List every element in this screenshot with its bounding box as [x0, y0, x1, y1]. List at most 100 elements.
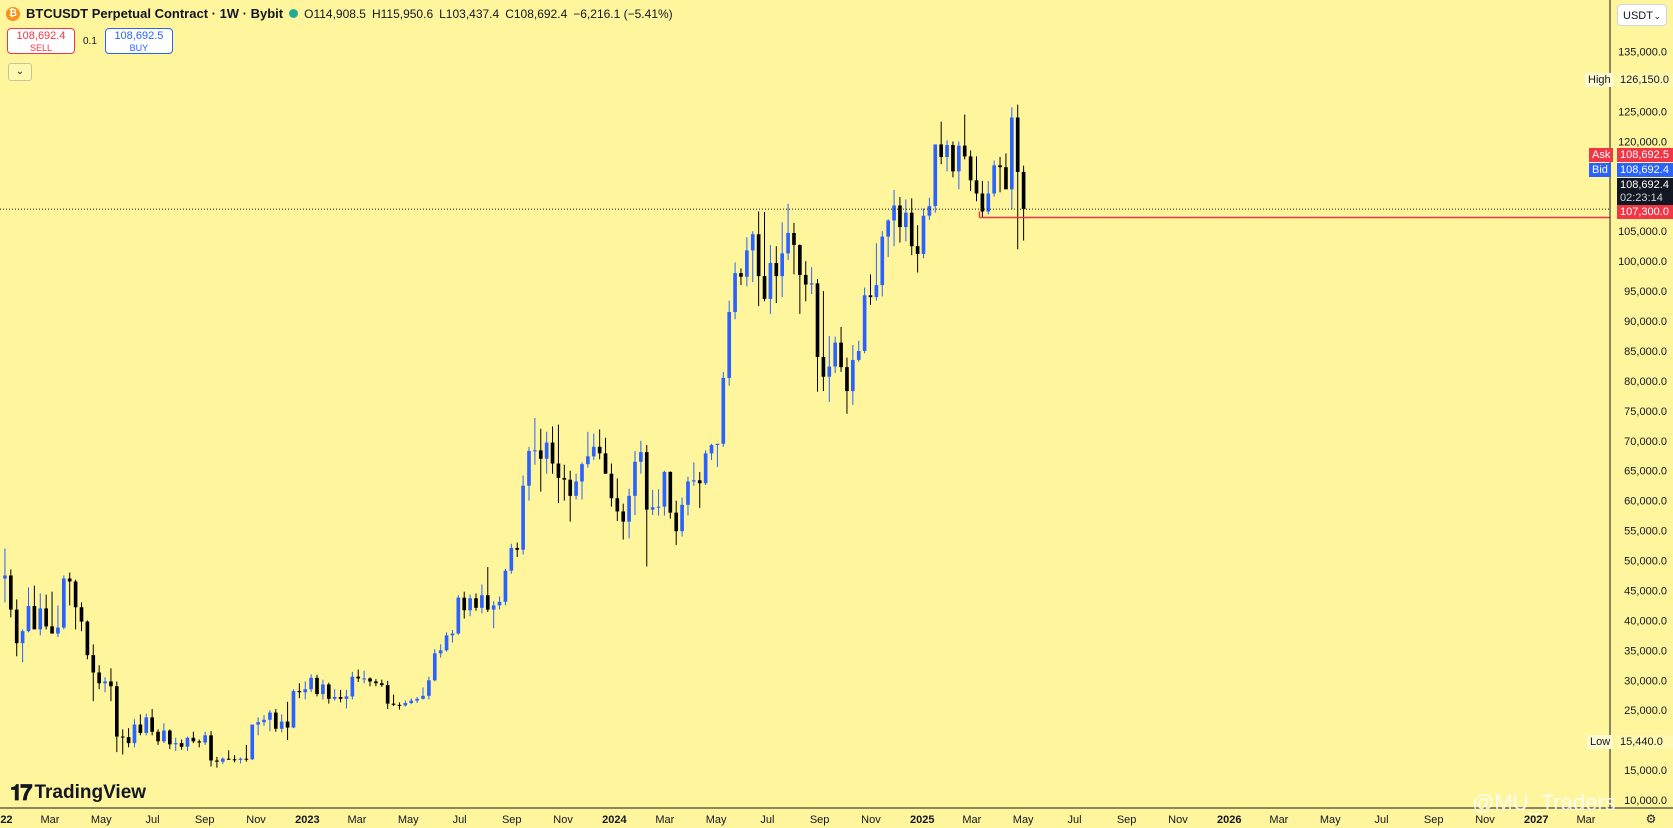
candle-body: [815, 283, 820, 357]
candle-body: [827, 366, 832, 377]
high-tag-value: 126,150.0: [1617, 73, 1673, 87]
candle-body: [980, 193, 985, 212]
candle-body: [450, 633, 455, 636]
time-tick-year: 2026: [1217, 814, 1241, 826]
candle-body: [480, 595, 484, 608]
candle: [833, 336, 838, 374]
candle: [215, 756, 219, 768]
candle: [921, 208, 926, 259]
candle: [1004, 153, 1008, 190]
candle-body: [368, 678, 372, 682]
candle: [821, 291, 826, 392]
time-tick-month: Jul: [760, 814, 774, 826]
candle: [20, 629, 25, 663]
candle-body: [962, 145, 967, 157]
candle-body: [586, 456, 590, 465]
candle: [268, 710, 272, 732]
candle-body: [786, 233, 790, 254]
time-tick-year: 2022: [0, 814, 13, 826]
candle-body: [533, 450, 537, 452]
candle-body: [173, 743, 178, 745]
candle: [32, 585, 37, 630]
candle: [379, 679, 384, 687]
candle: [397, 702, 402, 710]
candle-body: [662, 471, 667, 507]
candle-body: [297, 691, 302, 693]
candle: [862, 287, 867, 354]
candle-body: [156, 731, 160, 742]
candle: [544, 431, 549, 474]
buy-button[interactable]: 108,692.5 BUY: [104, 28, 173, 54]
candle-body: [868, 295, 873, 298]
tradingview-logo[interactable]: 𝟏𝟕 TradingView: [10, 780, 146, 806]
candle-body: [945, 145, 949, 157]
candle: [621, 503, 626, 540]
candle-body: [933, 144, 938, 207]
candle: [515, 542, 520, 557]
candle-body: [109, 681, 113, 687]
candle-body: [497, 601, 502, 606]
candle-body: [538, 450, 543, 459]
candle: [591, 433, 596, 460]
candle: [79, 602, 84, 632]
candle-body: [250, 724, 255, 760]
candle-body: [668, 471, 673, 513]
currency-select[interactable]: USDT ⌄: [1617, 4, 1667, 26]
ask-tag-label: Ask: [1589, 148, 1614, 162]
candle: [144, 713, 149, 736]
candle: [521, 475, 525, 555]
candle-body: [615, 498, 620, 512]
symbol-title[interactable]: BTCUSDT Perpetual Contract · 1W · Bybit: [26, 6, 284, 21]
bar-countdown: 02:23:14: [1617, 191, 1673, 205]
sell-button[interactable]: 108,692.4 SELL: [7, 28, 75, 54]
candle-body: [3, 575, 7, 579]
candle-body: [627, 495, 631, 522]
candle: [945, 140, 949, 172]
price-tick-label: 65,000.0: [1624, 466, 1667, 478]
candle-body: [491, 605, 496, 610]
price-tick-label: 60,000.0: [1624, 496, 1667, 508]
quantity: 0.1: [83, 35, 97, 47]
candle: [786, 203, 790, 260]
candle-body: [350, 676, 355, 697]
candle: [185, 736, 190, 751]
candle-body: [880, 236, 885, 286]
candle-body: [597, 446, 602, 454]
candle-body: [309, 677, 313, 690]
candle-body: [38, 608, 43, 630]
time-tick-month: Sep: [810, 814, 830, 826]
candle-body: [191, 737, 196, 742]
candle-body: [273, 712, 278, 729]
candle: [615, 478, 620, 522]
candle-body: [1021, 171, 1026, 210]
candle-body: [739, 273, 743, 277]
candle-body: [150, 717, 154, 732]
collapse-legend-button[interactable]: ⌄: [8, 63, 32, 81]
candle-body: [91, 655, 96, 673]
candle: [562, 464, 567, 501]
price-tick-label: 35,000.0: [1624, 645, 1667, 657]
candle: [586, 431, 590, 468]
candle-body: [644, 452, 649, 510]
candle: [421, 687, 425, 700]
candle-body: [709, 444, 714, 454]
price-tick-label: 125,000.0: [1618, 106, 1667, 118]
candle-body: [992, 165, 996, 194]
candle-body: [750, 234, 755, 251]
candle: [285, 701, 290, 741]
candle: [503, 568, 508, 606]
candle: [538, 428, 543, 492]
candle-body: [9, 575, 13, 610]
time-tick-month: Sep: [1424, 814, 1444, 826]
candle-body: [332, 697, 337, 699]
low-tag-label: Low: [1587, 735, 1614, 749]
candle-body: [244, 758, 249, 760]
candle: [173, 737, 178, 751]
price-tick-label: 30,000.0: [1624, 675, 1667, 687]
candle: [580, 462, 584, 500]
candle-body: [733, 273, 737, 313]
price-tick-label: 55,000.0: [1624, 526, 1667, 538]
candle: [485, 567, 490, 613]
time-tick-month: Mar: [347, 814, 366, 826]
